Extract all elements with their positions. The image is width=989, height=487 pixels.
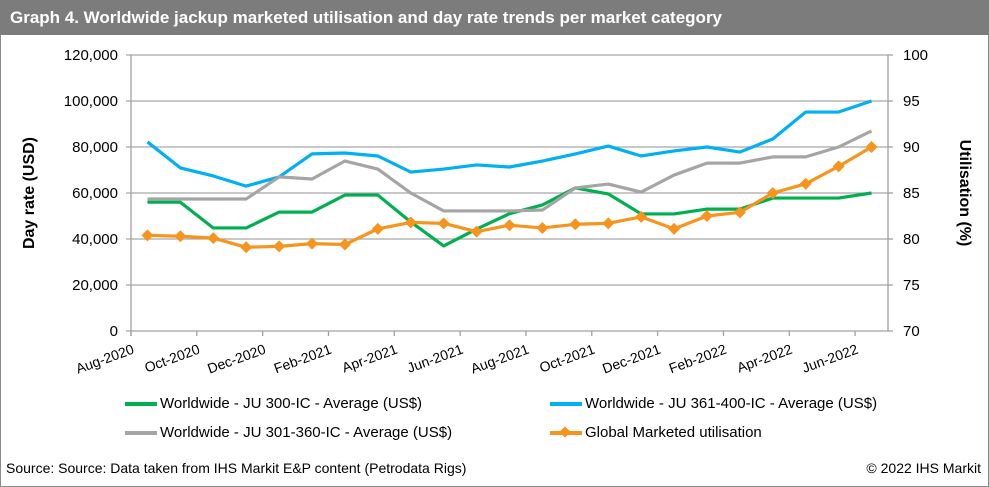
data-point (240, 241, 253, 254)
legend-label: Global Marketed utilisation (585, 424, 762, 441)
data-point (668, 222, 681, 235)
x-tick-label: Apr-2022 (735, 341, 795, 376)
legend-label: Worldwide - JU 300-IC - Average (US$) (160, 395, 423, 412)
x-tick-label: Oct-2020 (142, 341, 202, 376)
legend-item-ju300: Worldwide - JU 300-IC - Average (US$) (125, 395, 422, 412)
chart-title: Graph 4. Worldwide jackup marketed utili… (0, 0, 989, 35)
x-tick-label: Jun-2022 (800, 341, 861, 376)
y2-axis-title: Utilisation (%) (956, 140, 973, 247)
legend-label: Worldwide - JU 301-360-IC - Average (US$… (160, 424, 453, 441)
series-line-0 (147, 186, 872, 248)
y-tick-label: 0 (110, 323, 118, 340)
data-point (273, 240, 286, 253)
legend-item-utilisation: Global Marketed utilisation (550, 424, 762, 441)
data-point (207, 232, 220, 245)
y2-tick-label: 100 (903, 47, 928, 64)
x-tick-label: Jun-2021 (405, 341, 466, 376)
y-tick-label: 100,000 (64, 93, 118, 110)
x-tick-label: Apr-2021 (340, 341, 400, 376)
y2-tick-label: 70 (903, 323, 920, 340)
x-tick-label: Feb-2021 (272, 341, 334, 377)
data-point (338, 238, 351, 251)
series-line-3 (147, 145, 873, 249)
source-note: Source: Source: Data taken from IHS Mark… (6, 460, 467, 476)
data-point (832, 160, 845, 173)
series-line-2 (147, 129, 873, 213)
y2-tick-label: 85 (903, 185, 920, 202)
y2-tick-label: 90 (903, 139, 920, 156)
data-point (799, 177, 812, 190)
data-point (602, 217, 615, 230)
legend-swatch (125, 401, 157, 406)
data-point (306, 237, 319, 250)
data-point (865, 141, 878, 153)
legend-swatch (550, 425, 582, 438)
x-tick-label: Dec-2021 (600, 341, 663, 377)
data-point (536, 221, 549, 234)
data-point (404, 216, 417, 229)
data-point (700, 210, 713, 222)
legend-item-ju361: Worldwide - JU 361-400-IC - Average (US$… (550, 395, 877, 412)
x-tick-label: Feb-2022 (667, 341, 729, 377)
data-point (503, 219, 516, 232)
y-tick-label: 20,000 (72, 277, 118, 294)
y-tick-label: 60,000 (72, 185, 118, 202)
y-tick-label: 80,000 (72, 139, 118, 156)
data-point (371, 222, 384, 235)
legend-label: Worldwide - JU 361-400-IC - Average (US$… (585, 395, 878, 412)
x-tick-label: Aug-2020 (73, 341, 136, 377)
x-tick-label: Aug-2021 (468, 341, 531, 377)
x-tick-label: Dec-2020 (205, 341, 268, 377)
data-point (174, 230, 187, 243)
data-point (437, 217, 450, 230)
copyright: © 2022 IHS Markit (866, 460, 981, 476)
legend-swatch (550, 401, 582, 406)
data-point (141, 229, 154, 242)
x-tick-label: Oct-2021 (537, 341, 597, 376)
y2-tick-label: 75 (903, 277, 920, 294)
diamond-marker-icon (559, 425, 571, 438)
data-point (766, 187, 779, 199)
series-line-1 (146, 99, 873, 188)
legend-swatch (125, 430, 157, 435)
y-axis-title: Day rate (USD) (21, 137, 38, 249)
data-point (733, 206, 746, 219)
y-tick-label: 40,000 (72, 231, 118, 248)
y-tick-label: 120,000 (64, 47, 118, 64)
y2-tick-label: 95 (903, 93, 920, 110)
y2-tick-label: 80 (903, 231, 920, 248)
data-point (635, 210, 648, 223)
data-point (470, 225, 483, 238)
legend-item-ju301: Worldwide - JU 301-360-IC - Average (US$… (125, 424, 452, 441)
data-point (569, 218, 582, 231)
